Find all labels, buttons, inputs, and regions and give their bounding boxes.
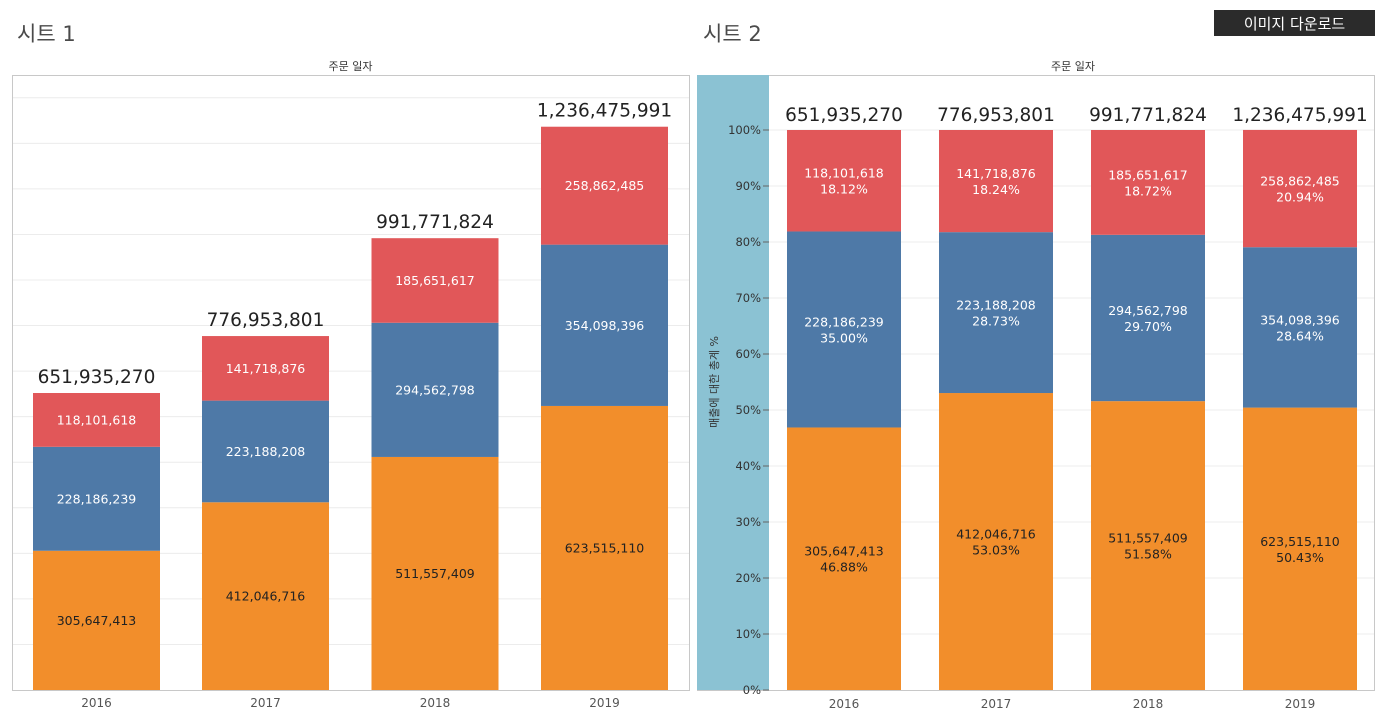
chart2-bar-value-label: 223,188,208 xyxy=(956,298,1036,313)
chart2-bar-blue-2018 xyxy=(1091,234,1205,402)
chart2-bar-blue-2019 xyxy=(1243,247,1357,408)
chart1-bar-blue-2018 xyxy=(371,322,499,457)
chart2-y-tick: 0% xyxy=(743,683,761,697)
chart2-y-tick: 30% xyxy=(735,515,761,529)
chart2-bar-percent-label: 18.72% xyxy=(1124,183,1172,198)
image-download-button[interactable]: 이미지 다운로드 xyxy=(1214,10,1375,36)
chart2-total-label: 651,935,270 xyxy=(785,105,903,126)
chart1-total-label: 1,236,475,991 xyxy=(537,101,672,122)
chart1-bar-label: 185,651,617 xyxy=(395,273,475,288)
chart2-x-tick: 2018 xyxy=(1133,697,1164,711)
chart1-bar-blue-2017 xyxy=(202,400,329,503)
chart2-bar-percent-label: 18.12% xyxy=(820,182,868,197)
chart1-x-tick: 2018 xyxy=(420,696,451,710)
chart2-y-axis-label: 매출에 대한 총계 % xyxy=(708,336,721,428)
chart1-bar-label: 228,186,239 xyxy=(57,491,137,506)
chart1-bar-label: 354,098,396 xyxy=(565,318,645,333)
chart1-x-tick: 2019 xyxy=(589,696,620,710)
chart2-bar-value-label: 305,647,413 xyxy=(804,544,884,559)
chart2-bar-blue-2017 xyxy=(939,232,1053,394)
chart1-bar-label: 412,046,716 xyxy=(226,589,306,604)
chart1-bar-label: 141,718,876 xyxy=(226,361,306,376)
chart2-x-tick: 2016 xyxy=(829,697,860,711)
chart2-y-tick: 100% xyxy=(728,123,761,137)
chart1-bar-orange-2019 xyxy=(541,405,668,690)
chart2-y-tick: 50% xyxy=(735,403,761,417)
chart1-bar-orange-2018 xyxy=(371,456,499,690)
chart1-total-label: 651,935,270 xyxy=(38,367,156,388)
chart2-y-axis-band xyxy=(697,75,769,690)
chart2-total-label: 1,236,475,991 xyxy=(1232,105,1367,126)
chart1-bar-label: 623,515,110 xyxy=(565,540,645,555)
chart2-bar-red-2016 xyxy=(787,130,901,232)
chart2-bar-percent-label: 28.64% xyxy=(1276,328,1324,343)
chart2-bar-percent-label: 46.88% xyxy=(820,560,868,575)
chart1-total-label: 991,771,824 xyxy=(376,212,494,233)
chart1-bar-red-2018 xyxy=(371,238,499,323)
chart2-bar-percent-label: 51.58% xyxy=(1124,547,1172,562)
chart2-bar-percent-label: 29.70% xyxy=(1124,319,1172,334)
chart2-bar-value-label: 354,098,396 xyxy=(1260,312,1340,327)
chart2-x-tick: 2017 xyxy=(981,697,1012,711)
chart1-bar-blue-2019 xyxy=(541,244,668,406)
chart2-y-tick: 80% xyxy=(735,235,761,249)
chart2-y-tick: 60% xyxy=(735,347,761,361)
chart2-bar-percent-label: 35.00% xyxy=(820,330,868,345)
chart1-bar-label: 258,862,485 xyxy=(565,178,645,193)
chart2-total-label: 776,953,801 xyxy=(937,105,1055,126)
chart1-x-tick: 2016 xyxy=(81,696,112,710)
chart1-bar-red-2019 xyxy=(541,126,668,245)
chart1-bar-label: 223,188,208 xyxy=(226,444,306,459)
chart1-bar-orange-2017 xyxy=(202,502,329,690)
chart2-x-tick: 2019 xyxy=(1285,697,1316,711)
chart2-bar-percent-label: 50.43% xyxy=(1276,550,1324,565)
chart2-bar-value-label: 228,186,239 xyxy=(804,314,884,329)
chart1-header: 주문 일자 xyxy=(329,59,373,73)
chart2-y-tick: 10% xyxy=(735,627,761,641)
chart2-bar-value-label: 511,557,409 xyxy=(1108,531,1188,546)
chart2-total-label: 991,771,824 xyxy=(1089,105,1207,126)
sheet-2-title: 시트 2 xyxy=(703,22,762,46)
chart2-bar-value-label: 412,046,716 xyxy=(956,527,1036,542)
chart1-bar-red-2016 xyxy=(33,393,160,447)
chart2-bar-value-label: 141,718,876 xyxy=(956,166,1036,181)
chart2-bar-orange-2018 xyxy=(1091,401,1205,690)
chart2-bar-value-label: 258,862,485 xyxy=(1260,174,1340,189)
chart2-y-tick: 90% xyxy=(735,179,761,193)
chart2-bar-orange-2019 xyxy=(1243,407,1357,690)
chart2-bar-percent-label: 53.03% xyxy=(972,543,1020,558)
chart2-bar-percent-label: 18.24% xyxy=(972,182,1020,197)
chart1-bar-label: 294,562,798 xyxy=(395,382,475,397)
chart2-y-tick: 40% xyxy=(735,459,761,473)
chart2-bar-value-label: 294,562,798 xyxy=(1108,303,1188,318)
chart2-bar-value-label: 623,515,110 xyxy=(1260,534,1340,549)
chart2-bar-red-2018 xyxy=(1091,130,1205,235)
chart2-bar-value-label: 118,101,618 xyxy=(804,166,884,181)
chart2-bar-orange-2016 xyxy=(787,427,901,690)
chart1-bar-label: 118,101,618 xyxy=(57,412,137,427)
chart1-bar-label: 305,647,413 xyxy=(57,613,137,628)
chart1-x-tick: 2017 xyxy=(250,696,281,710)
chart2-bar-red-2019 xyxy=(1243,129,1357,248)
chart2-bar-value-label: 185,651,617 xyxy=(1108,167,1188,182)
chart2-bar-red-2017 xyxy=(939,130,1053,233)
chart1-bar-red-2017 xyxy=(202,336,329,401)
chart2-bar-orange-2017 xyxy=(939,393,1053,690)
chart2-y-tick: 20% xyxy=(735,571,761,585)
chart2-header: 주문 일자 xyxy=(1051,59,1095,73)
chart1-bar-blue-2016 xyxy=(33,446,160,551)
chart1-total-label: 776,953,801 xyxy=(207,310,325,331)
chart1-bar-label: 511,557,409 xyxy=(395,566,475,581)
chart2-bar-percent-label: 28.73% xyxy=(972,314,1020,329)
sheet-1-title: 시트 1 xyxy=(17,22,76,46)
chart2-bar-blue-2016 xyxy=(787,231,901,428)
chart1-bar-orange-2016 xyxy=(33,550,160,690)
chart2-y-tick: 70% xyxy=(735,291,761,305)
chart2-bar-percent-label: 20.94% xyxy=(1276,190,1324,205)
